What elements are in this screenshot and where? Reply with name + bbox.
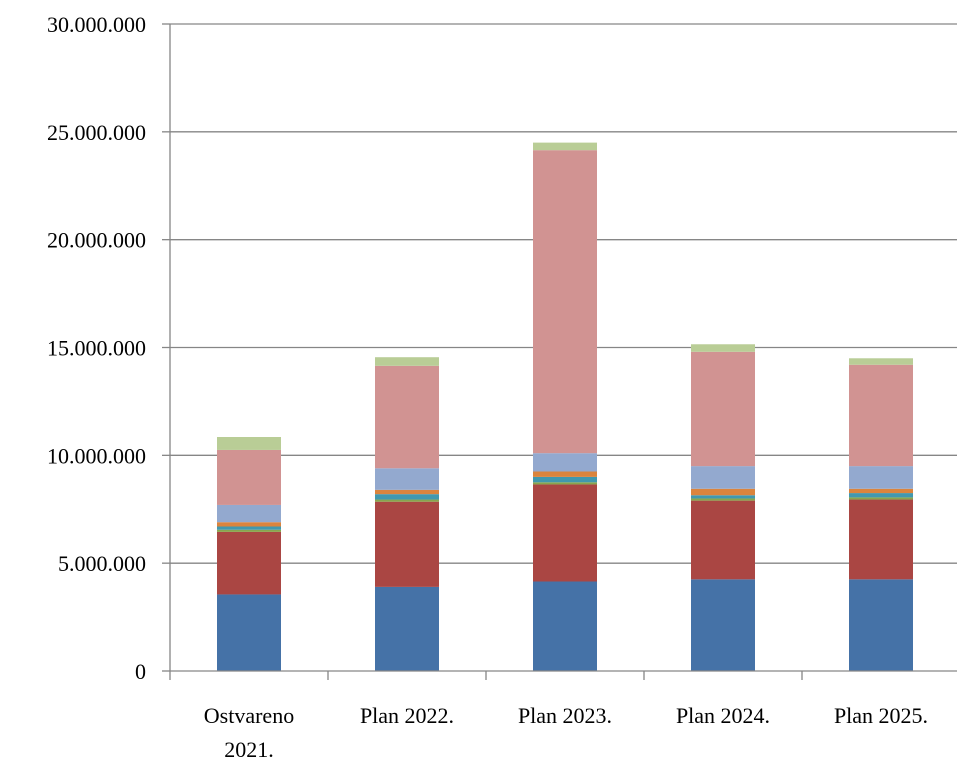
bar-segment-8 (849, 358, 913, 365)
bar-segment-4 (849, 493, 913, 498)
bar-segment-2 (849, 499, 913, 580)
y-tick-label: 25.000.000 (47, 120, 146, 145)
bar-segment-1 (217, 594, 281, 671)
y-tick-label: 20.000.000 (47, 228, 146, 253)
bar-segment-1 (691, 579, 755, 671)
y-tick-label: 15.000.000 (47, 336, 146, 361)
x-tick-label-line: Plan 2023. (518, 703, 612, 728)
x-tick-label-line: Ostvareno (204, 703, 294, 728)
bar-segment-3 (375, 499, 439, 502)
bar-segment-8 (375, 357, 439, 366)
x-tick-label: Plan 2024. (676, 703, 770, 728)
bar-segment-5 (375, 489, 439, 495)
axes (162, 23, 957, 680)
bar-segment-3 (533, 482, 597, 485)
bar-segment-3 (691, 498, 755, 501)
y-tick-label: 10.000.000 (47, 443, 146, 468)
bar-segment-6 (849, 466, 913, 489)
bar-segment-5 (691, 488, 755, 496)
bar-segment-6 (691, 466, 755, 489)
bar-segment-7 (375, 365, 439, 469)
bar-segment-4 (375, 494, 439, 500)
bar-segment-2 (691, 500, 755, 580)
x-tick-label: Plan 2025. (834, 703, 928, 728)
bar-segment-1 (849, 579, 913, 671)
bar-segment-8 (533, 142, 597, 151)
y-tick-label: 30.000.000 (47, 12, 146, 37)
bar-segment-2 (217, 531, 281, 595)
x-tick-label-line: Plan 2022. (360, 703, 454, 728)
bar-segment-5 (849, 488, 913, 494)
bar-segment-4 (217, 526, 281, 530)
y-tick-label: 0 (135, 659, 146, 684)
bar-segment-7 (533, 150, 597, 454)
bar-segment-5 (533, 471, 597, 477)
x-tick-label-line: 2021. (224, 737, 274, 762)
x-tick-label: Plan 2022. (360, 703, 454, 728)
x-tick-labels: Ostvareno 2021. Plan 2022. Plan 2023. Plan 2… (204, 703, 928, 762)
bar-segment-3 (849, 497, 913, 500)
bar-segment-7 (691, 351, 755, 467)
bar-segment-6 (217, 504, 281, 523)
y-tick-label: 5.000.000 (58, 551, 146, 576)
bar-segment-2 (375, 501, 439, 587)
bar-segment-3 (217, 529, 281, 532)
bar-segment-5 (217, 522, 281, 527)
x-tick-label: Plan 2023. (518, 703, 612, 728)
bar-segment-4 (691, 495, 755, 499)
bar-segment-8 (691, 344, 755, 352)
bar-segment-7 (217, 449, 281, 505)
bar-segment-6 (375, 468, 439, 490)
bar-segment-2 (533, 484, 597, 582)
bar-segment-8 (217, 437, 281, 450)
bars (217, 142, 913, 671)
bar-segment-4 (533, 476, 597, 483)
y-tick-labels: 0 5.000.000 10.000.000 15.000.000 20.000.000… (47, 12, 146, 684)
bar-segment-1 (533, 581, 597, 671)
x-tick-label-line: Plan 2024. (676, 703, 770, 728)
x-tick-label: Ostvareno 2021. (204, 703, 294, 762)
bar-segment-6 (533, 453, 597, 472)
bar-segment-7 (849, 364, 913, 467)
bar-segment-1 (375, 586, 439, 671)
x-tick-label-line: Plan 2025. (834, 703, 928, 728)
